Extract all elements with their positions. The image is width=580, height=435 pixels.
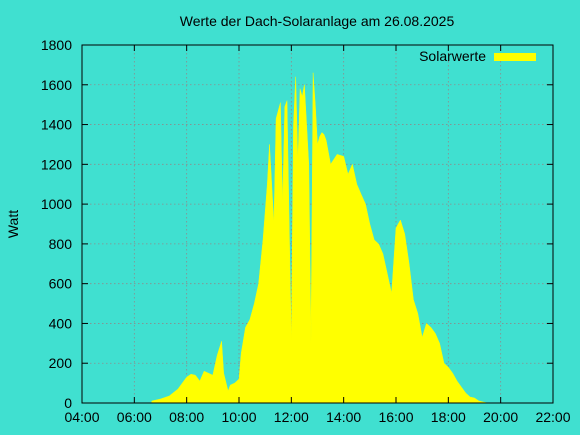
y-tick-label: 1200 bbox=[41, 156, 72, 172]
x-tick-label: 22:00 bbox=[535, 409, 570, 425]
legend-label-solarwerte: Solarwerte bbox=[419, 48, 486, 64]
x-tick-label: 08:00 bbox=[169, 409, 204, 425]
y-tick-label: 0 bbox=[64, 395, 72, 411]
tick-layer bbox=[81, 44, 554, 404]
y-tick-label: 600 bbox=[49, 276, 73, 292]
legend-swatch-solarwerte bbox=[494, 53, 536, 61]
y-tick-label: 1400 bbox=[41, 117, 72, 133]
x-tick-label: 20:00 bbox=[483, 409, 518, 425]
x-tick-labels: 04:00 06:00 08:00 10:00 12:00 14:00 16:00 18:00… bbox=[64, 409, 570, 425]
y-tick-label: 1800 bbox=[41, 37, 72, 53]
y-tick-labels: 0 200 400 600 800 1000 1200 1400 1600 1800 bbox=[41, 37, 72, 411]
legend: Solarwerte bbox=[419, 48, 536, 64]
y-tick-label: 800 bbox=[49, 236, 73, 252]
x-tick-label: 10:00 bbox=[221, 409, 256, 425]
x-tick-label: 14:00 bbox=[326, 409, 361, 425]
plot-frame bbox=[81, 44, 554, 404]
y-tick-label: 400 bbox=[49, 315, 73, 331]
y-tick-label: 1600 bbox=[41, 77, 72, 93]
y-tick-label: 1000 bbox=[41, 196, 72, 212]
y-axis-label: Watt bbox=[5, 210, 21, 238]
grid-layer bbox=[82, 45, 553, 403]
x-tick-label: 06:00 bbox=[117, 409, 152, 425]
x-tick-label: 18:00 bbox=[431, 409, 466, 425]
chart-title: Werte der Dach-Solaranlage am 26.08.2025 bbox=[180, 13, 455, 29]
x-tick-label: 04:00 bbox=[64, 409, 99, 425]
x-tick-label: 16:00 bbox=[378, 409, 413, 425]
series-area-solarwerte bbox=[151, 72, 497, 404]
x-tick-label: 12:00 bbox=[274, 409, 309, 425]
y-tick-label: 200 bbox=[49, 355, 73, 371]
